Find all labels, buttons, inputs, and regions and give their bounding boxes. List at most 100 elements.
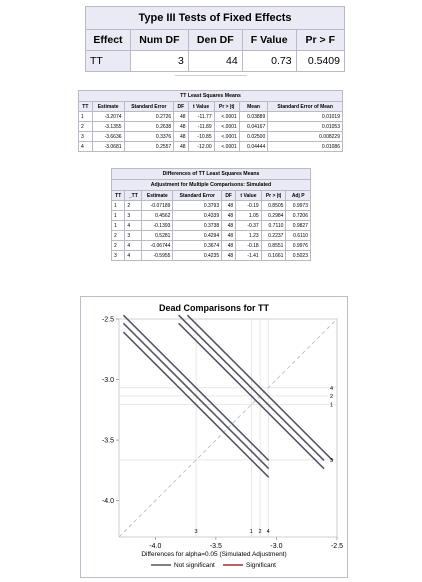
table-row: 1 4 -0.1393 0.3738 48 -0.37 0.7110 0.9827 <box>110 220 311 231</box>
table-cell: 4 <box>124 240 143 251</box>
diffs-title: Differences of TT Least Squares Means <box>111 168 311 180</box>
plot-frame <box>118 318 338 538</box>
table-cell: 0.6110 <box>285 230 311 241</box>
diffs-header: Standard Error <box>172 190 223 201</box>
diffs-header: t Value <box>235 190 262 201</box>
table-cell: 2 <box>110 240 126 251</box>
table-cell: 0.01086 <box>267 141 343 152</box>
table-cell: 0.7110 <box>260 220 287 231</box>
table-cell: 1 <box>110 200 126 211</box>
table-cell: <.0001 <box>213 141 240 152</box>
table-cell: 0.3793 <box>172 200 223 211</box>
table-cell: -0.18 <box>235 240 262 251</box>
table-cell: -0.5955 <box>141 250 174 261</box>
comparison-segment <box>178 314 325 462</box>
table-cell: 48 <box>221 230 237 241</box>
table-row: TT 3 44 0.73 0.5409 <box>85 50 346 72</box>
table-cell: 0.3376 <box>123 131 175 142</box>
y-tick-label: -2.5 <box>102 317 114 324</box>
comparison-segment <box>186 314 334 462</box>
lsmeans-header: Standard Error <box>123 101 175 112</box>
table-cell: 3 <box>124 230 143 241</box>
lsmeans-table: TT Least Squares Means TT Estimate Standard… <box>78 90 343 152</box>
diffs-header: _TT <box>124 190 143 201</box>
table-cell: -11.77 <box>187 111 215 122</box>
diffogram-chart: Dead Comparisons for TT11223344-2.5-3.0-… <box>102 303 343 569</box>
divider <box>175 75 247 76</box>
table-cell: -0.07189 <box>141 200 174 211</box>
table-cell: 0.8505 <box>260 200 287 211</box>
table-cell: 1.05 <box>235 210 262 221</box>
type3-header-fvalue: F Value <box>241 29 297 51</box>
level-label-right: 3 <box>330 458 333 464</box>
level-label-bottom: 4 <box>267 529 270 535</box>
x-tick-label: -4.0 <box>149 543 161 550</box>
table-cell: 0.5281 <box>141 230 174 241</box>
table-row: 2 4 -0.06744 0.3674 48 -0.18 0.8551 0.9976 <box>110 240 311 251</box>
table-cell: 0.2557 <box>123 141 175 152</box>
table-cell: <.0001 <box>213 111 240 122</box>
type3-header-dendf: Den DF <box>187 29 243 51</box>
lsmeans-header: Pr > |t| <box>213 101 240 112</box>
diffs-header: Adj P <box>285 190 311 201</box>
x-tick-label: -3.5 <box>210 543 222 550</box>
table-cell: 48 <box>173 121 189 132</box>
table-cell: 0.04167 <box>238 121 269 132</box>
table-cell: 4 <box>124 220 143 231</box>
table-cell: 0.008229 <box>267 131 343 142</box>
level-label-bottom: 2 <box>259 529 262 535</box>
table-cell: <.0001 <box>213 131 240 142</box>
type3-header-numdf: Num DF <box>129 29 189 51</box>
table-cell: 0.02500 <box>238 131 269 142</box>
table-cell: -3.6636 <box>91 131 125 142</box>
table-cell: 48 <box>173 141 189 152</box>
table-cell: 0.4562 <box>141 210 174 221</box>
table-cell: 0.1661 <box>260 250 287 261</box>
table-row: 2 3 0.5281 0.4294 48 1.23 0.2237 0.6110 <box>110 230 311 241</box>
table-cell: 1 <box>110 220 126 231</box>
table-row: 4 -3.0681 0.2557 48 -12.00 <.0001 0.04444 0.010… <box>78 141 343 152</box>
comparison-segment <box>122 322 270 470</box>
table-cell: 4 <box>124 250 143 261</box>
type3-title: Type III Tests of Fixed Effects <box>85 6 345 30</box>
table-cell: 0.9976 <box>285 240 311 251</box>
table-row: 3 -3.6636 0.3376 48 -10.85 <.0001 0.02500 0.008… <box>78 131 343 142</box>
table-cell: 0.04444 <box>238 141 269 152</box>
table-cell: 0.03889 <box>238 111 269 122</box>
type3-header-effect: Effect <box>85 29 131 51</box>
table-cell: 0.3738 <box>172 220 223 231</box>
diffs-title: Adjustment for Multiple Comparisons: Sim… <box>111 179 311 191</box>
legend-label: Significant <box>246 562 276 569</box>
table-cell: 48 <box>221 220 237 231</box>
type3-header-prf: Pr > F <box>295 29 346 51</box>
diffs-table: Differences of TT Least Squares Means Adj… <box>110 168 311 261</box>
level-label-right: 4 <box>330 386 333 392</box>
table-cell: -12.00 <box>187 141 215 152</box>
table-cell: 0.3674 <box>172 240 223 251</box>
table-cell: -0.1393 <box>141 220 174 231</box>
table-cell: 0.4339 <box>172 210 223 221</box>
table-cell: 3 <box>110 250 126 261</box>
lsmeans-title: TT Least Squares Means <box>78 90 343 102</box>
diffs-header: TT <box>110 190 126 201</box>
table-cell: 3 <box>78 131 93 142</box>
table-cell: -0.06744 <box>141 240 174 251</box>
table-cell: 1 <box>110 210 126 221</box>
type3-cell-fvalue: 0.73 <box>241 50 297 72</box>
lsmeans-header: Estimate <box>91 101 125 112</box>
table-cell: -10.85 <box>187 131 215 142</box>
table-cell: 0.2237 <box>260 230 287 241</box>
table-cell: 0.9827 <box>285 220 311 231</box>
level-label-right: 1 <box>330 403 333 409</box>
y-tick-label: -3.5 <box>102 438 114 445</box>
table-row: 3 4 -0.5955 0.4235 48 -1.41 0.1661 0.5023 <box>110 250 311 261</box>
table-cell: 0.4294 <box>172 230 223 241</box>
table-row: 1 -3.2074 0.2726 48 -11.77 <.0001 0.03889 0.010… <box>78 111 343 122</box>
x-axis-label: Differences for alpha=0.05 (Simulated Ad… <box>141 551 286 558</box>
table-cell: -11.89 <box>187 121 215 132</box>
table-cell: -0.37 <box>235 220 262 231</box>
table-cell: 0.2984 <box>260 210 287 221</box>
table-row: 2 -3.1355 0.2638 48 -11.89 <.0001 0.04167 0.010… <box>78 121 343 132</box>
table-cell: 1.23 <box>235 230 262 241</box>
table-cell: 2 <box>78 121 93 132</box>
